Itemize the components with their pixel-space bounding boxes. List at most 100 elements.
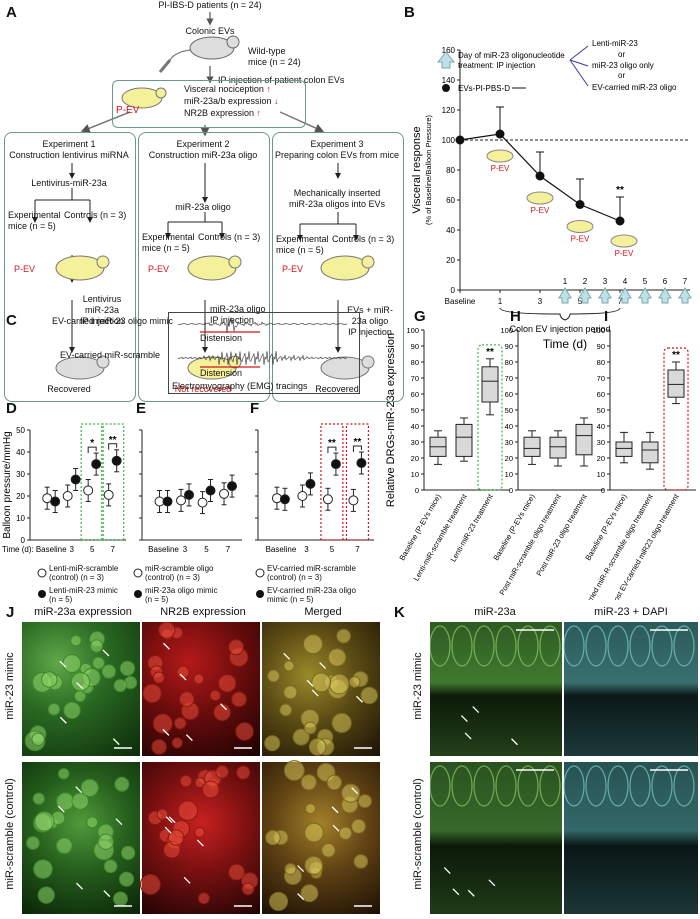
- j-neuron-cell: [119, 660, 136, 677]
- j-arrow-icon: [75, 786, 83, 794]
- j-neuron-cell: [351, 818, 366, 834]
- k-row2-label-wrap: miR-scramble (control): [410, 762, 426, 912]
- j-neuron-cell: [338, 826, 353, 840]
- b-arrow-day-label: 4: [623, 277, 628, 286]
- chartD-ytick-label: 0: [21, 536, 26, 545]
- ghi-ytick-label: 70: [597, 374, 605, 383]
- a-box-line1: Visceral nociception ↑: [184, 84, 271, 94]
- j-neuron-cell: [326, 774, 343, 791]
- def-legend-symbols: [37, 568, 265, 598]
- ghi-ytick-label: 100: [500, 326, 513, 335]
- chartE-point: [197, 497, 208, 508]
- ghi-xtick-label: Post miR-23 oligo treatment: [534, 492, 589, 578]
- j-neuron-cell: [118, 871, 135, 887]
- j-neuron-cell: [158, 622, 176, 639]
- j-neuron-cell: [353, 854, 369, 869]
- j-neuron-cell: [265, 829, 281, 846]
- b-arrow-day-label: 3: [603, 277, 608, 286]
- chart-ghi: Relative DRGs-miR-23a expression 0 10 20 30 4…: [385, 326, 696, 600]
- b-point: [575, 200, 585, 209]
- ghi-ytick-label: 30: [505, 438, 513, 447]
- b-opt-or2: or: [618, 71, 625, 80]
- a-exp2-oligo: miR-23a oligo: [175, 202, 231, 212]
- j-arrow-icon: [76, 882, 83, 890]
- panel-letter-f: F: [250, 400, 260, 417]
- chartD-ytick-label: 40: [16, 448, 25, 457]
- j-neuron-cell: [215, 765, 229, 779]
- b-legend-link3: [569, 59, 589, 87]
- a-exp1-result: Recovered: [47, 384, 91, 394]
- j-neuron-cell: [62, 654, 82, 673]
- chartD-xtick-label: 3: [69, 545, 74, 554]
- j-arrow-icon: [162, 728, 170, 736]
- j-arrow-icon: [112, 738, 120, 746]
- j-neuron-cell: [303, 634, 323, 655]
- b-ytick-label: 40: [446, 226, 455, 235]
- j-arrow-icon: [306, 679, 314, 687]
- j-neuron-cell: [336, 628, 351, 644]
- ghi-ytick-label: 40: [411, 422, 419, 431]
- k-crypt: [539, 625, 561, 667]
- a-exp1-title: Experiment 1: [42, 139, 96, 149]
- ghi-box: [549, 436, 567, 459]
- b-ytick-label: 60: [446, 196, 455, 205]
- b-arrow-up-icon: [558, 287, 572, 304]
- j-neuron-cell: [89, 639, 104, 653]
- j-neuron-cell: [311, 672, 332, 693]
- j-neuron-cell: [168, 829, 185, 846]
- chart-f: ** ** Baseline 3 5 7: [255, 423, 374, 554]
- chartF-highlight-box: [320, 423, 344, 541]
- b-point: [495, 129, 505, 139]
- b-mouse-icon: [566, 220, 594, 233]
- j-row2-label-wrap: miR-scramble (control): [2, 762, 18, 912]
- a-exp1-experimental: Experimental: [8, 210, 61, 220]
- k-crypt: [563, 625, 585, 667]
- j-neuron-cell: [357, 794, 372, 809]
- j-arrow-icon: [57, 805, 65, 813]
- b-ytick-label: 160: [442, 46, 456, 55]
- a-pev-box: [112, 80, 306, 128]
- ghi-box: [667, 369, 685, 398]
- j-arrow-icon: [332, 824, 340, 832]
- j-neuron-cell: [101, 664, 117, 679]
- k-crypt: [495, 625, 517, 667]
- j-cell-overlays: [24, 622, 378, 911]
- j-neuron-cell: [194, 826, 206, 838]
- j-neuron-cell: [178, 691, 195, 707]
- j-neuron-cell: [360, 686, 378, 705]
- b-ytick-label: 120: [442, 106, 456, 115]
- j-neuron-cell: [292, 728, 310, 746]
- chartD-ytick-label: 20: [16, 492, 25, 501]
- j-arrow-icon: [168, 816, 176, 824]
- ghi-ytick-label: 50: [597, 406, 605, 415]
- b-legend-link2: [569, 59, 589, 67]
- j-neuron-cell: [348, 676, 361, 688]
- b-point: [535, 171, 545, 181]
- ghi-sig: **: [486, 347, 494, 358]
- a-wildtype-n: mice (n = 24): [248, 57, 301, 67]
- chartD-xtick-label: Baseline: [36, 545, 67, 554]
- k-arrow-icon: [443, 867, 451, 875]
- j-arrow-icon: [351, 787, 359, 795]
- b-xtick-label: Baseline: [445, 297, 476, 306]
- b-arrow-day-label: 2: [583, 277, 588, 286]
- b-arrow-up-icon: [598, 287, 612, 304]
- chartD-highlight-box: [80, 423, 104, 541]
- k-crypt: [629, 625, 651, 667]
- k-crypt: [473, 625, 495, 667]
- chartF-point: [330, 459, 341, 470]
- a-exp1-inj3: IP injection: [80, 316, 124, 326]
- a-exp2-experimental: Experimental: [142, 232, 195, 242]
- c-distension2: Distension: [200, 368, 243, 378]
- j-neuron-cell: [47, 703, 61, 716]
- k-crypt: [517, 765, 539, 807]
- e-legend-open: miR-scramble oligo (control) (n = 3): [145, 564, 214, 582]
- j-col2-label: NR2B expression: [160, 606, 246, 618]
- ghi-ytick-label: 10: [597, 470, 605, 479]
- b-arrow-up-icon: [658, 287, 672, 304]
- b-mouse-icon: [526, 191, 554, 205]
- j-neuron-cell: [304, 822, 324, 843]
- b-ylabel: Visceral response: [411, 126, 423, 213]
- a-exp3-pev: P-EV: [282, 264, 304, 274]
- ghi-box: [615, 441, 633, 457]
